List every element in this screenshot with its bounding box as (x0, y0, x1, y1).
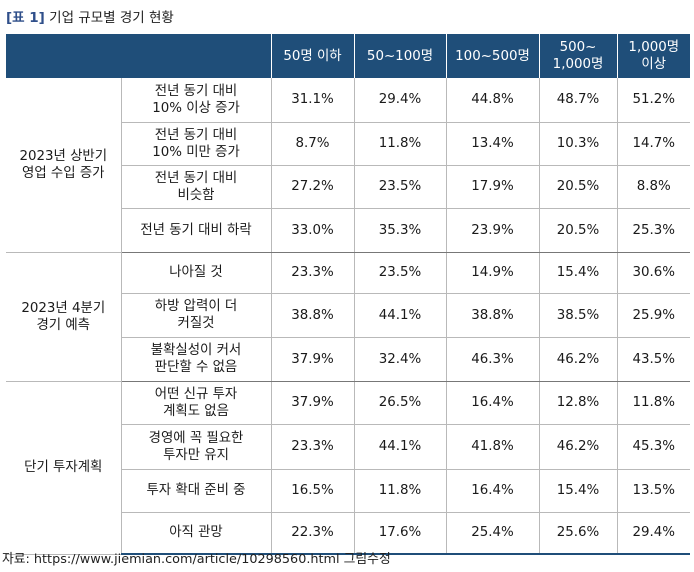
row-label: 나아질 것 (120, 252, 271, 294)
value-cell: 31.1% (270, 78, 354, 123)
value-cell: 25.6% (538, 512, 617, 555)
table-row: 하방 압력이 더 커질것 38.8% 44.1% 38.8% 38.5% 25.9… (6, 293, 690, 338)
table-row: 2023년 상반기 영업 수입 증가 전년 동기 대비 10% 이상 증가 31.1… (6, 78, 690, 253)
row-label: 전년 동기 대비 10% 미만 증가 (120, 122, 271, 166)
header-row: 50명 이하 50~100명 100~500명 500~ 1,000명 1,000… (6, 34, 690, 78)
column-header: 1,000명 이상 (616, 34, 690, 78)
value-cell: 29.4% (616, 512, 690, 555)
value-cell: 46.3% (445, 337, 539, 382)
header-blank-cell (6, 34, 272, 78)
value-cell: 23.3% (270, 252, 354, 294)
value-cell: 15.4% (538, 469, 617, 513)
value-cell: 48.7% (538, 78, 617, 123)
value-cell: 23.5% (353, 165, 446, 209)
row-label: 전년 동기 대비 10% 이상 증가 (120, 78, 271, 123)
row-label: 하방 압력이 더 커질것 (120, 293, 271, 338)
table-row: 아직 관망 22.3% 17.6% 25.4% 25.6% 29.4% (6, 512, 690, 555)
column-header: 100~500명 (445, 34, 540, 78)
table-row: 불확실성이 커서 판단할 수 없음 37.9% 32.4% 46.3% 46.2%… (6, 337, 690, 382)
value-cell: 44.1% (353, 424, 446, 470)
business-conditions-table: 50명 이하 50~100명 100~500명 500~ 1,000명 1,000… (6, 34, 690, 555)
table-row: 단기 투자계획 어떤 신규 투자 계획도 없음 37.9% 26.5% 16.4%… (6, 381, 690, 555)
value-cell: 45.3% (616, 424, 690, 470)
value-cell: 23.5% (353, 252, 446, 294)
value-cell: 33.0% (270, 208, 354, 253)
value-cell: 20.5% (538, 208, 617, 253)
value-cell: 16.4% (445, 469, 539, 513)
table-caption: 기업 규모별 경기 현황 (49, 10, 174, 26)
column-header: 50~100명 (353, 34, 447, 78)
value-cell: 16.4% (445, 381, 539, 425)
group-label: 단기 투자계획 (6, 381, 121, 555)
value-cell: 46.2% (538, 337, 617, 382)
value-cell: 44.1% (353, 293, 446, 338)
value-cell: 32.4% (353, 337, 446, 382)
value-cell: 10.3% (538, 122, 617, 166)
value-cell: 15.4% (538, 252, 617, 294)
value-cell: 11.8% (616, 381, 690, 425)
group-label: 2023년 상반기 영업 수입 증가 (6, 78, 121, 253)
row-label: 불확실성이 커서 판단할 수 없음 (120, 337, 271, 382)
table-row: 전년 동기 대비 10% 미만 증가 8.7% 11.8% 13.4% 10.3%… (6, 122, 690, 166)
value-cell: 37.9% (270, 337, 354, 382)
value-cell: 17.9% (445, 165, 539, 209)
value-cell: 35.3% (353, 208, 446, 253)
value-cell: 20.5% (538, 165, 617, 209)
value-cell: 11.8% (353, 469, 446, 513)
value-cell: 8.8% (616, 165, 690, 209)
value-cell: 38.5% (538, 293, 617, 338)
group-label: 2023년 4분기 경기 예측 (6, 252, 121, 382)
column-header: 50명 이하 (270, 34, 355, 78)
value-cell: 30.6% (616, 252, 690, 294)
value-cell: 38.8% (270, 293, 354, 338)
value-cell: 25.3% (616, 208, 690, 253)
value-cell: 12.8% (538, 381, 617, 425)
table-title: [표 1] 기업 규모별 경기 현황 (6, 8, 174, 28)
table-row: 경영에 꼭 필요한 투자만 유지 23.3% 44.1% 41.8% 46.2% … (6, 424, 690, 470)
row-label: 전년 동기 대비 비슷함 (120, 165, 271, 209)
value-cell: 14.9% (445, 252, 539, 294)
table-row: 2023년 4분기 경기 예측 나아질 것 23.3% 23.5% 14.9% 1… (6, 252, 690, 382)
value-cell: 16.5% (270, 469, 354, 513)
source-note: 자료: https://www.jiemian.com/article/1029… (2, 552, 391, 567)
value-cell: 27.2% (270, 165, 354, 209)
value-cell: 14.7% (616, 122, 690, 166)
row-label: 투자 확대 준비 중 (120, 469, 271, 513)
column-header: 500~ 1,000명 (538, 34, 618, 78)
value-cell: 13.5% (616, 469, 690, 513)
row-label: 경영에 꼭 필요한 투자만 유지 (120, 424, 271, 470)
value-cell: 8.7% (270, 122, 354, 166)
value-cell: 25.9% (616, 293, 690, 338)
value-cell: 25.4% (445, 512, 539, 555)
row-label: 아직 관망 (120, 512, 271, 555)
table-row: 전년 동기 대비 하락 33.0% 35.3% 23.9% 20.5% 25.3… (6, 208, 690, 253)
value-cell: 11.8% (353, 122, 446, 166)
value-cell: 44.8% (445, 78, 539, 123)
row-label: 전년 동기 대비 하락 (120, 208, 271, 253)
value-cell: 38.8% (445, 293, 539, 338)
value-cell: 37.9% (270, 381, 354, 425)
value-cell: 23.3% (270, 424, 354, 470)
value-cell: 43.5% (616, 337, 690, 382)
value-cell: 29.4% (353, 78, 446, 123)
value-cell: 17.6% (353, 512, 446, 555)
value-cell: 13.4% (445, 122, 539, 166)
value-cell: 41.8% (445, 424, 539, 470)
value-cell: 23.9% (445, 208, 539, 253)
table-number: [표 1] (6, 10, 45, 26)
value-cell: 22.3% (270, 512, 354, 555)
row-label: 어떤 신규 투자 계획도 없음 (120, 381, 271, 425)
table-row: 전년 동기 대비 비슷함 27.2% 23.5% 17.9% 20.5% 8.8% (6, 165, 690, 209)
value-cell: 46.2% (538, 424, 617, 470)
value-cell: 26.5% (353, 381, 446, 425)
value-cell: 51.2% (616, 78, 690, 123)
table-row: 투자 확대 준비 중 16.5% 11.8% 16.4% 15.4% 13.5% (6, 469, 690, 513)
